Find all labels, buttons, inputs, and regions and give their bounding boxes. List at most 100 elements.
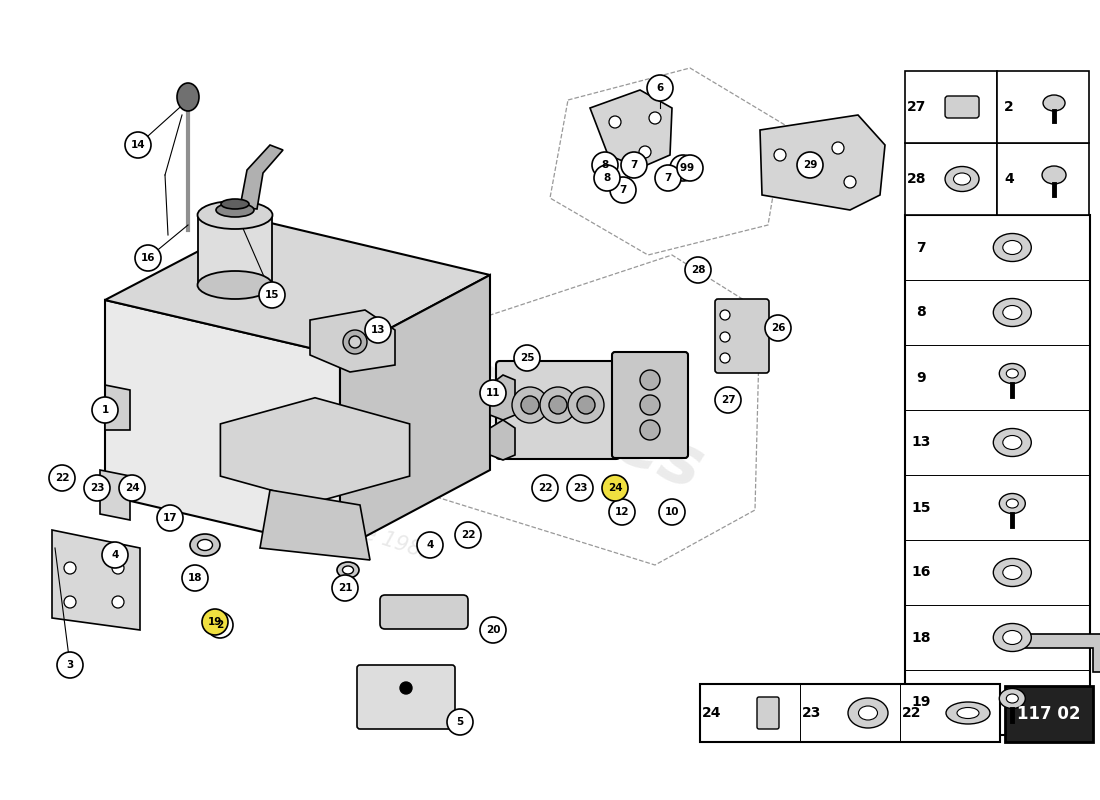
- Text: 18: 18: [911, 630, 931, 645]
- Text: 2: 2: [217, 620, 223, 630]
- Text: a passion for parts since 1985: a passion for parts since 1985: [130, 448, 436, 564]
- Ellipse shape: [858, 706, 878, 720]
- Ellipse shape: [198, 539, 212, 550]
- Bar: [905, 215, 1090, 735]
- Ellipse shape: [993, 558, 1032, 586]
- Text: 10: 10: [664, 507, 680, 517]
- Text: 117 02: 117 02: [1018, 705, 1080, 723]
- Text: 23: 23: [573, 483, 587, 493]
- Circle shape: [640, 370, 660, 390]
- Ellipse shape: [1043, 95, 1065, 111]
- Circle shape: [365, 317, 390, 343]
- Circle shape: [774, 149, 786, 161]
- Circle shape: [610, 177, 636, 203]
- Polygon shape: [490, 420, 515, 460]
- Circle shape: [640, 395, 660, 415]
- Polygon shape: [760, 115, 886, 210]
- Circle shape: [57, 652, 82, 678]
- Ellipse shape: [337, 562, 359, 578]
- Text: eurospares: eurospares: [280, 278, 713, 504]
- Circle shape: [549, 396, 566, 414]
- Circle shape: [182, 565, 208, 591]
- Circle shape: [659, 499, 685, 525]
- Ellipse shape: [954, 173, 970, 185]
- Text: 4: 4: [427, 540, 433, 550]
- Ellipse shape: [957, 707, 979, 718]
- Ellipse shape: [221, 199, 249, 209]
- Ellipse shape: [190, 534, 220, 556]
- Circle shape: [764, 315, 791, 341]
- Text: 27: 27: [908, 100, 926, 114]
- Circle shape: [202, 609, 228, 635]
- Bar: [1005, 686, 1093, 742]
- Text: 7: 7: [916, 241, 926, 254]
- Ellipse shape: [945, 166, 979, 191]
- Circle shape: [400, 682, 412, 694]
- Circle shape: [92, 397, 118, 423]
- Circle shape: [621, 152, 647, 178]
- FancyBboxPatch shape: [945, 96, 979, 118]
- FancyBboxPatch shape: [757, 697, 779, 729]
- Circle shape: [332, 575, 358, 601]
- FancyBboxPatch shape: [358, 665, 455, 729]
- FancyBboxPatch shape: [612, 352, 688, 458]
- Ellipse shape: [216, 203, 254, 217]
- Text: 9: 9: [916, 370, 926, 385]
- Text: 9: 9: [686, 163, 694, 173]
- Circle shape: [349, 336, 361, 348]
- Polygon shape: [1005, 634, 1100, 672]
- Circle shape: [207, 612, 233, 638]
- Circle shape: [112, 562, 124, 574]
- Polygon shape: [198, 215, 272, 285]
- Bar: [997, 143, 1089, 215]
- Text: 7: 7: [619, 185, 627, 195]
- Circle shape: [514, 345, 540, 371]
- Polygon shape: [52, 530, 140, 630]
- Text: 16: 16: [911, 566, 931, 579]
- Text: 23: 23: [802, 706, 822, 720]
- Text: 25: 25: [519, 353, 535, 363]
- Circle shape: [157, 505, 183, 531]
- Text: 17: 17: [163, 513, 177, 523]
- Ellipse shape: [1003, 630, 1022, 645]
- Text: 13: 13: [911, 435, 931, 450]
- Text: 1: 1: [101, 405, 109, 415]
- Ellipse shape: [999, 689, 1025, 709]
- Text: 12: 12: [615, 507, 629, 517]
- Ellipse shape: [1003, 241, 1022, 254]
- Polygon shape: [104, 385, 130, 430]
- Bar: [700, 684, 1000, 742]
- Polygon shape: [260, 490, 370, 560]
- Circle shape: [654, 165, 681, 191]
- Circle shape: [798, 152, 823, 178]
- Text: 27: 27: [720, 395, 735, 405]
- FancyBboxPatch shape: [715, 299, 769, 373]
- Circle shape: [447, 709, 473, 735]
- Circle shape: [592, 152, 618, 178]
- Circle shape: [455, 522, 481, 548]
- Circle shape: [676, 155, 703, 181]
- Circle shape: [578, 396, 595, 414]
- Circle shape: [715, 387, 741, 413]
- FancyBboxPatch shape: [496, 361, 620, 459]
- Circle shape: [670, 155, 696, 181]
- Circle shape: [594, 165, 620, 191]
- Ellipse shape: [993, 623, 1032, 651]
- Ellipse shape: [993, 429, 1032, 457]
- Circle shape: [720, 310, 730, 320]
- Text: 7: 7: [664, 173, 672, 183]
- Text: 8: 8: [602, 160, 608, 170]
- Text: 7: 7: [630, 160, 638, 170]
- Circle shape: [540, 387, 576, 423]
- Ellipse shape: [1006, 499, 1019, 508]
- Text: 2: 2: [1004, 100, 1014, 114]
- Circle shape: [102, 542, 128, 568]
- Bar: [905, 71, 997, 143]
- Ellipse shape: [198, 201, 273, 229]
- Circle shape: [647, 75, 673, 101]
- Text: 14: 14: [131, 140, 145, 150]
- Circle shape: [64, 596, 76, 608]
- Polygon shape: [104, 300, 340, 550]
- Ellipse shape: [342, 566, 353, 574]
- Ellipse shape: [848, 698, 888, 728]
